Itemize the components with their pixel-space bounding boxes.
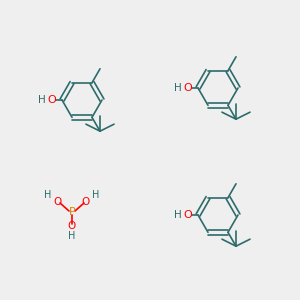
- Text: H: H: [174, 83, 182, 93]
- Text: O: O: [68, 221, 76, 231]
- Text: O: O: [82, 197, 90, 207]
- Text: H: H: [38, 95, 46, 105]
- Text: P: P: [69, 207, 75, 217]
- Text: O: O: [184, 83, 192, 93]
- Text: O: O: [184, 210, 192, 220]
- Text: H: H: [44, 190, 52, 200]
- Text: H: H: [68, 231, 76, 241]
- Text: O: O: [54, 197, 62, 207]
- Text: H: H: [92, 190, 100, 200]
- Text: O: O: [48, 95, 56, 105]
- Text: H: H: [174, 210, 182, 220]
